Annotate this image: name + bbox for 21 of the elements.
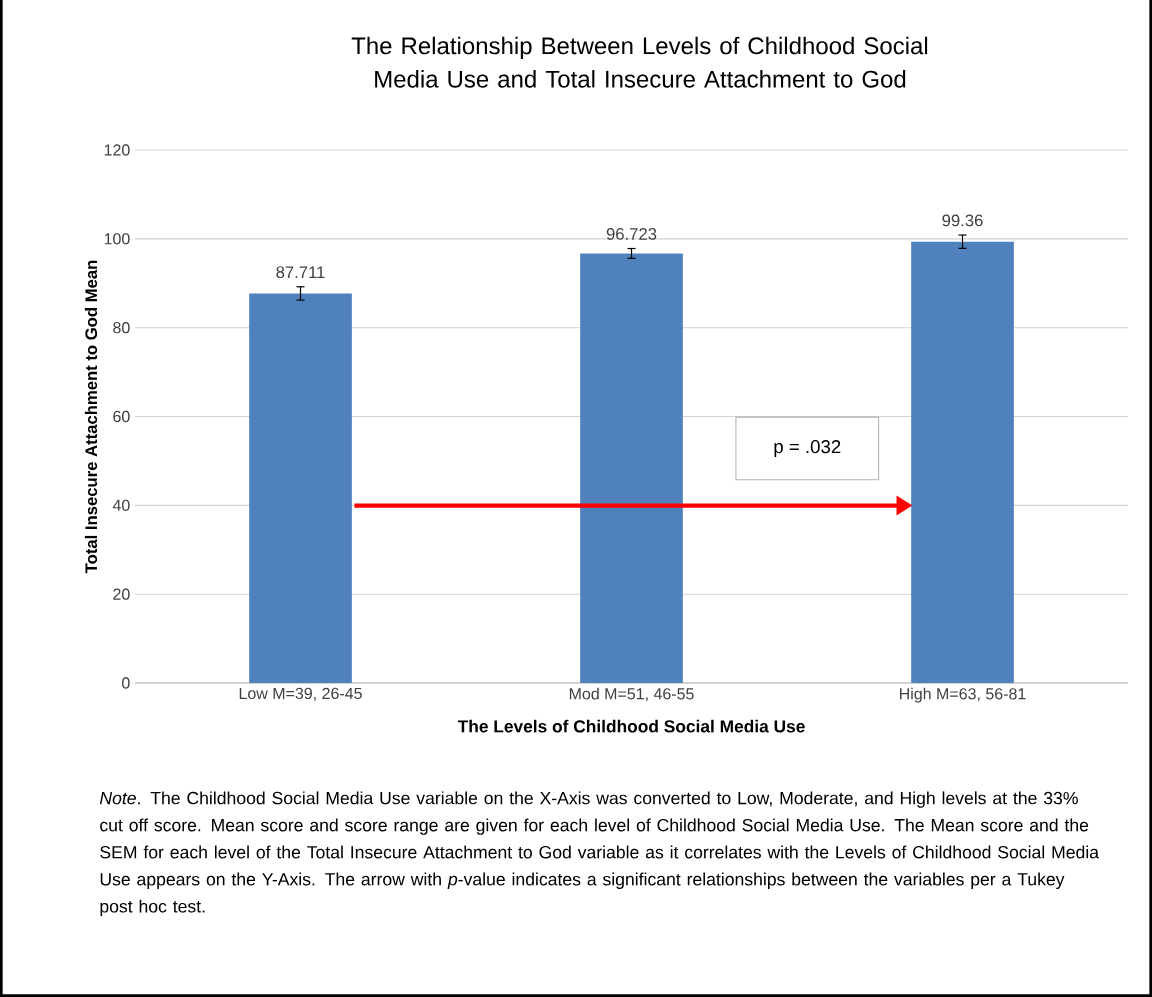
text: Note. The Childhood Social Media Use variable on the X-Axis was converted to Low, Moderate, and High levels at the 33% cut off score. Mean score and score range are given for each level of Childhood Social Media Use. The Mean score and the SEM for each level of the Total Insecure Attachment to God variable as it correlates with the Levels of Childhood Social Media Use appears on the Y-Axis. The arrow with p-value indicates a significant relationships between the variables per a Tukey post hoc test. <box>99 791 1100 917</box>
bar <box>249 293 352 684</box>
bar <box>580 253 683 684</box>
bar <box>911 241 1014 684</box>
annotation: p = .032 <box>774 440 841 457</box>
data-label: 96.723 <box>606 228 657 240</box>
y-tick-label: 40 <box>112 499 130 511</box>
x-axis-title: The Levels of Childhood Social Media Use <box>457 719 805 733</box>
y-tick-label: 120 <box>104 144 130 156</box>
x-tick-label: High M=63, 56-81 <box>900 687 1026 703</box>
data-label: 87.711 <box>276 266 325 279</box>
x-tick-label: Mod M=51, 46-55 <box>569 687 694 702</box>
y-axis-title: Total Insecure Attachment to God Mean <box>84 260 98 574</box>
data-label: 99.36 <box>942 214 983 227</box>
x-tick-label: Low M=39, 26-45 <box>239 687 362 701</box>
y-tick-label: 0 <box>122 677 130 689</box>
y-tick-label: 100 <box>104 233 130 245</box>
y-tick-label: 20 <box>113 588 130 600</box>
y-tick-label: 80 <box>113 322 130 334</box>
y-tick-label: 60 <box>113 410 130 423</box>
chart-title: The Relationship Between Levels of Childhood Social Media Use and Total Insecure Attachment to God <box>351 36 928 88</box>
